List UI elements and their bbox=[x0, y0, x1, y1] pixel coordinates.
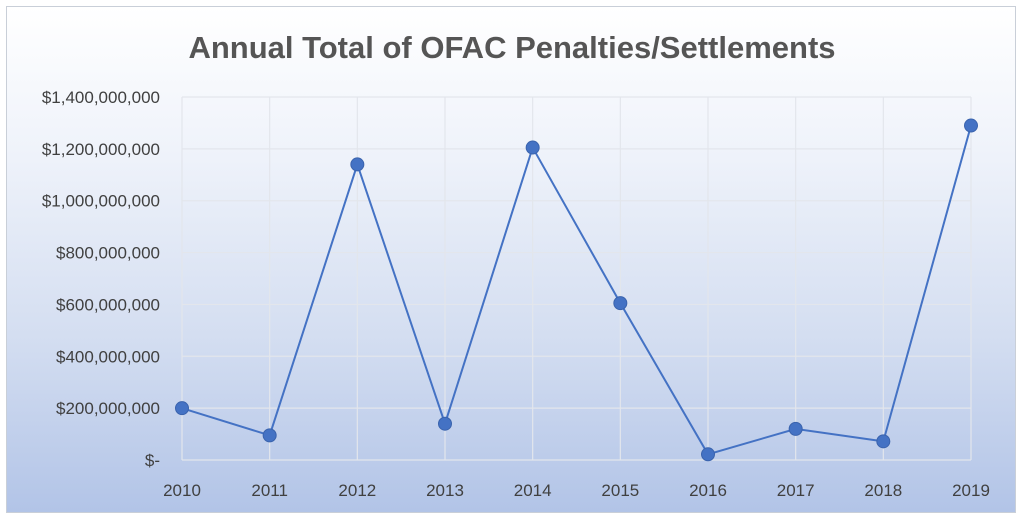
x-tick-label: 2011 bbox=[251, 481, 288, 500]
x-tick-label: 2018 bbox=[864, 481, 902, 500]
x-tick-label: 2013 bbox=[426, 481, 464, 500]
y-tick-label: $1,200,000,000 bbox=[42, 140, 160, 159]
y-tick-label: $400,000,000 bbox=[56, 347, 160, 366]
x-tick-label: 2016 bbox=[689, 481, 727, 500]
y-tick-label: $600,000,000 bbox=[56, 295, 160, 314]
data-point bbox=[175, 401, 189, 416]
data-point bbox=[876, 434, 891, 449]
x-tick-label: 2010 bbox=[163, 481, 201, 500]
series-layer bbox=[175, 118, 978, 462]
data-point bbox=[964, 118, 978, 133]
chart-title: Annual Total of OFAC Penalties/Settlemen… bbox=[188, 30, 835, 65]
data-point bbox=[262, 428, 277, 443]
x-tick-label: 2017 bbox=[777, 481, 815, 500]
data-point bbox=[613, 296, 628, 311]
y-tick-label: $1,400,000,000 bbox=[42, 88, 160, 107]
chart-area bbox=[6, 6, 1016, 513]
y-tick-label: $- bbox=[145, 451, 160, 470]
data-point bbox=[788, 421, 803, 436]
x-tick-label: 2014 bbox=[514, 481, 552, 500]
x-tick-label: 2012 bbox=[338, 481, 376, 500]
data-point bbox=[438, 416, 452, 431]
x-tick-label: 2019 bbox=[952, 481, 990, 500]
grid-lines bbox=[181, 96, 972, 461]
x-axis: 2010 2011 2012 2013 2014 2015 2016 2017 2018 2019 bbox=[163, 481, 990, 500]
y-tick-label: $1,000,000,000 bbox=[42, 192, 160, 211]
series-line bbox=[181, 125, 972, 456]
data-point bbox=[525, 140, 540, 155]
x-tick-label: 2015 bbox=[601, 481, 639, 500]
data-point bbox=[701, 447, 715, 462]
y-axis: $- $200,000,000 $400,000,000 $600,000,000 $8… bbox=[42, 88, 160, 470]
data-point bbox=[350, 157, 365, 172]
y-tick-label: $200,000,000 bbox=[56, 399, 160, 418]
y-tick-label: $800,000,000 bbox=[56, 244, 160, 263]
